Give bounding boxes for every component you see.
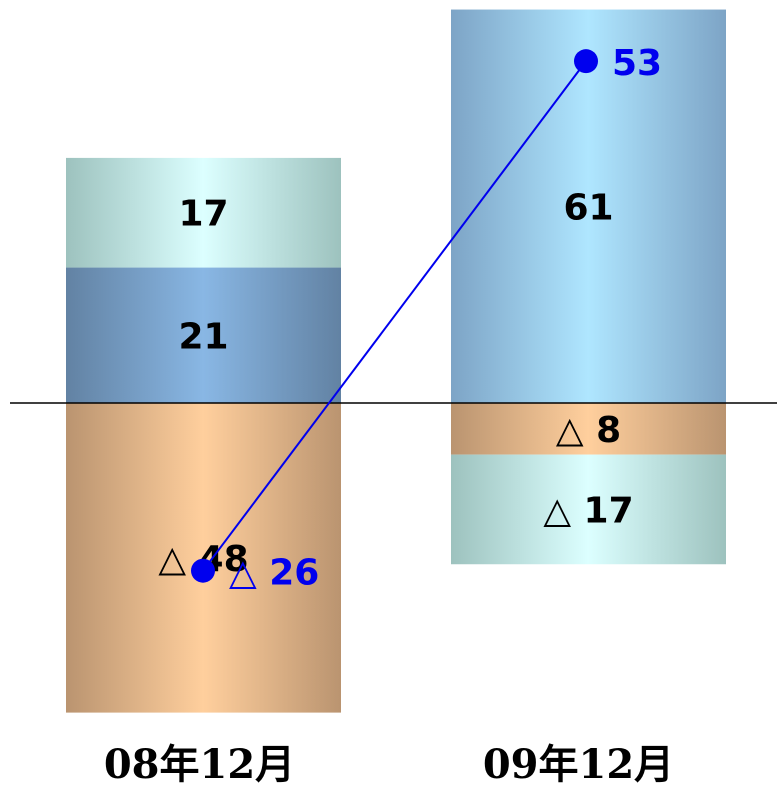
bar-light-blue-1 — [451, 9, 726, 404]
total-point-0 — [191, 558, 215, 583]
bar-orange-1 — [451, 403, 726, 455]
bar-cyan-1 — [451, 454, 726, 565]
total-point-1 — [574, 49, 598, 74]
bar-steel-blue-0 — [66, 267, 341, 403]
bar-label-light-blue-1: 61 — [563, 187, 613, 228]
bar-orange-0 — [66, 403, 341, 713]
category-labels: 08年12月 09年12月 — [104, 741, 674, 787]
bar-label-cyan-1: △ 17 — [543, 490, 633, 531]
bar-cyan-0 — [66, 157, 341, 268]
total-line — [202, 60, 587, 572]
bar-label-steel-blue-0: 21 — [178, 316, 228, 357]
total-series: △ 26 53 — [191, 43, 662, 594]
bar-label-orange-1: △ 8 — [556, 410, 621, 451]
total-label-1: 53 — [612, 43, 662, 84]
total-label-0: △ 26 — [229, 553, 319, 594]
category-label-1: 09年12月 — [483, 741, 674, 787]
category-label-0: 08年12月 — [104, 741, 295, 787]
bar-label-cyan-0: 17 — [178, 194, 228, 235]
